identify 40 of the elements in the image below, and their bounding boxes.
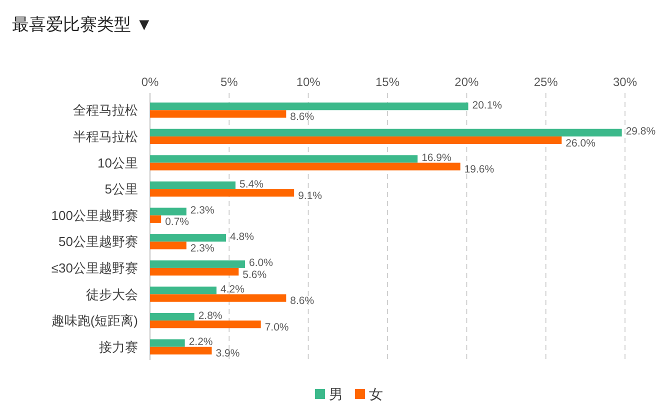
category-label: 5公里	[104, 182, 138, 197]
category-label: 100公里越野赛	[51, 208, 138, 223]
data-label: 5.4%	[240, 178, 264, 190]
x-tick-label: 30%	[612, 75, 638, 89]
data-label: 9.1%	[298, 190, 322, 202]
data-label: 20.1%	[472, 99, 502, 112]
data-label: 2.3%	[190, 204, 214, 217]
category-label: ≤30公里越野赛	[51, 260, 138, 276]
data-label: 6.0%	[249, 257, 273, 270]
x-tick-label: 10%	[296, 75, 320, 89]
x-tick-label: 15%	[375, 75, 400, 89]
data-label: 8.6%	[290, 110, 314, 123]
data-label: 2.3%	[190, 242, 214, 254]
category-label: 徒步大会	[86, 286, 138, 302]
data-label: 29.8%	[626, 126, 656, 138]
data-label: 2.2%	[188, 336, 213, 348]
category-label: 趣味跑(短距离)	[51, 313, 138, 328]
data-label: 4.2%	[220, 283, 244, 296]
data-label: 26.0%	[566, 137, 596, 150]
data-label: 4.8%	[230, 230, 254, 243]
data-label: 8.6%	[290, 295, 314, 308]
x-tick-label: 5%	[220, 75, 238, 89]
title: 最喜爱比赛类型 ▼	[12, 15, 153, 34]
x-tick-label: 25%	[534, 75, 558, 89]
legend-label: 男	[329, 386, 343, 402]
data-label: 7.0%	[264, 321, 289, 334]
category-label: 全程马拉松	[73, 102, 138, 118]
data-label: 2.8%	[198, 310, 222, 322]
data-label: 5.6%	[242, 268, 267, 281]
x-tick-label: 20%	[454, 75, 479, 89]
data-label: 3.9%	[216, 348, 240, 360]
data-label: 0.7%	[165, 216, 190, 228]
x-tick-label: 0%	[141, 75, 159, 89]
data-label: 16.9%	[422, 152, 452, 164]
data-label: 19.6%	[464, 164, 494, 176]
legend-label: 女	[369, 386, 383, 402]
category-label: 接力赛	[99, 339, 138, 354]
category-label: 半程马拉松	[73, 128, 138, 144]
category-label: 10公里	[98, 155, 138, 170]
category-label: 50公里越野赛	[58, 234, 138, 250]
